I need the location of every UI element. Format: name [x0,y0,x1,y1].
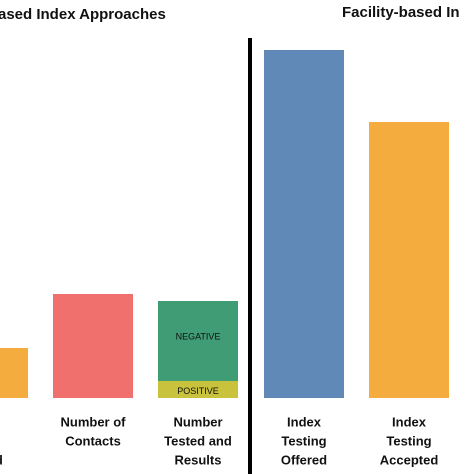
bar [369,122,449,398]
x-tick-label: Results [175,452,222,467]
x-tick-label: Number [173,414,222,429]
x-tick-label: Index [392,414,427,429]
x-tick-label: Testing [281,433,326,448]
bar [158,301,238,381]
x-tick-label: Index [287,414,322,429]
bar [264,50,344,398]
x-tick-label: Offered [281,452,327,467]
bar [53,294,133,398]
x-tick-label: Testing [386,433,431,448]
x-tick-label: ased [0,452,3,467]
bar [158,381,238,398]
segment-label: POSITIVE [177,386,219,396]
bar [0,348,28,398]
x-tick-label: Contacts [65,433,121,448]
chart-title: Facility-based In [342,4,460,21]
x-tick-label: Accepted [380,452,439,467]
x-tick-label: Number of [61,414,127,429]
segment-label: NEGATIVE [176,331,221,341]
chart-title: ased Index Approaches [0,6,166,23]
x-tick-label: Tested and [164,433,232,448]
